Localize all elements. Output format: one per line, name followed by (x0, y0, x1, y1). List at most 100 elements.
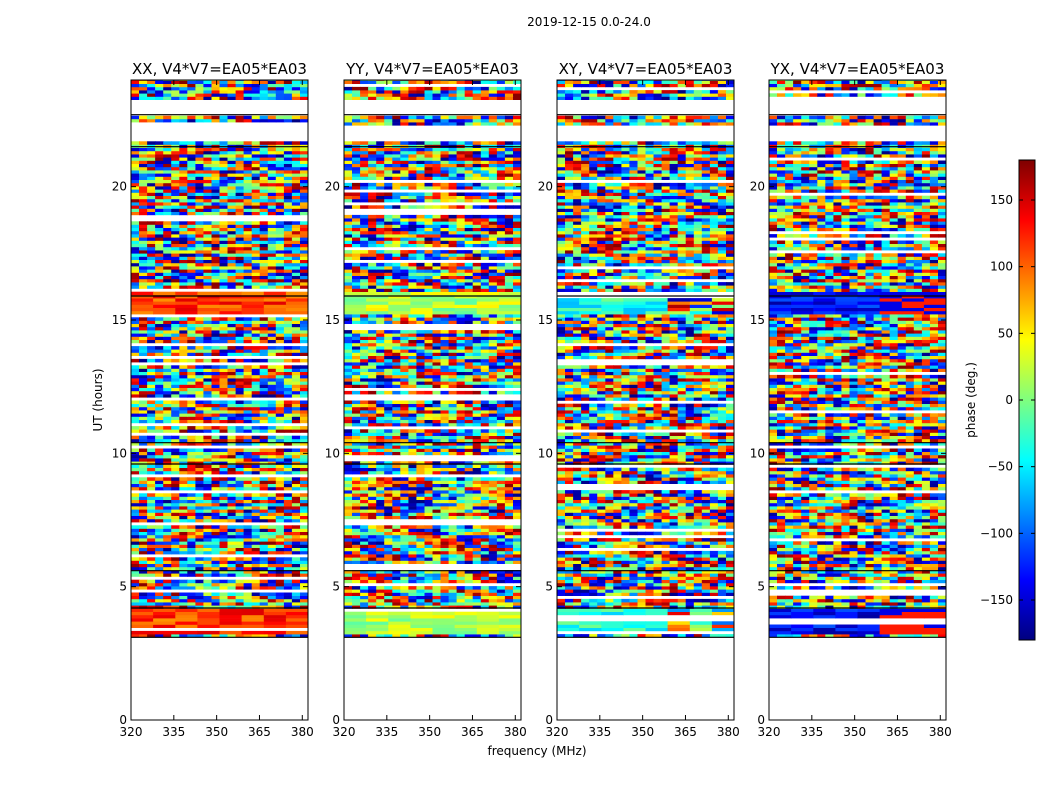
heatmap-cell (472, 560, 482, 564)
heatmap-cell (179, 464, 188, 468)
heatmap-cell (235, 330, 245, 334)
heatmap-cell (163, 269, 172, 273)
heatmap-cell (203, 189, 212, 193)
heatmap-cell (388, 291, 411, 296)
heatmap-cell (400, 509, 409, 513)
heatmap-cell (416, 368, 425, 372)
heatmap-cell (163, 323, 172, 328)
heatmap-cell (197, 618, 221, 622)
heatmap-cell (456, 570, 466, 574)
heatmap-cell (388, 307, 411, 312)
heatmap-cell (227, 598, 237, 603)
heatmap-cell (464, 634, 474, 638)
heatmap-cell (408, 419, 417, 424)
heatmap-cell (504, 435, 514, 440)
heatmap-cell (360, 419, 369, 424)
heatmap-cell (472, 486, 482, 491)
heatmap-cell (408, 560, 417, 564)
heatmap-cell (291, 531, 301, 536)
heatmap-cell (227, 560, 237, 564)
heatmap-cell (275, 429, 285, 433)
heatmap-cell (263, 301, 287, 305)
heatmap-cell (392, 390, 401, 395)
heatmap-cell (504, 442, 514, 446)
heatmap-cell (171, 227, 180, 232)
heatmap-cell (275, 512, 285, 516)
heatmap-cell (235, 429, 245, 433)
heatmap-cell (263, 304, 287, 308)
heatmap-cell (203, 390, 212, 395)
heatmap-cell (498, 614, 521, 619)
heatmap-cell (376, 346, 385, 350)
heatmap-cell (227, 515, 237, 520)
heatmap-cell (267, 198, 277, 203)
heatmap-cell (211, 579, 221, 584)
heatmap-cell (275, 80, 285, 84)
heatmap-cell (203, 413, 212, 417)
heatmap-cell (179, 80, 188, 84)
heatmap-cell (352, 544, 361, 548)
heatmap-cell (283, 464, 293, 468)
heatmap-cell (440, 486, 450, 491)
heatmap-cell (235, 285, 245, 289)
heatmap-cell (139, 390, 148, 395)
heatmap-cell (456, 429, 466, 433)
heatmap-cell (448, 634, 458, 638)
heatmap-cell (291, 118, 301, 123)
heatmap-cell (155, 330, 164, 334)
heatmap-cell (283, 246, 293, 251)
heatmap-cell (480, 403, 490, 408)
heatmap-cell (408, 598, 417, 603)
heatmap-cell (432, 557, 442, 561)
heatmap-cell (219, 166, 229, 171)
heatmap-cell (400, 499, 409, 504)
heatmap-cell (235, 195, 245, 200)
heatmap-cell (147, 224, 156, 228)
heatmap-cell (392, 429, 401, 433)
heatmap-cell (300, 186, 308, 190)
heatmap-cell (416, 288, 425, 292)
heatmap-cell (283, 118, 293, 123)
heatmap-cell (384, 278, 393, 283)
heatmap-cell (400, 598, 409, 603)
heatmap-cell (392, 410, 401, 414)
heatmap-cell (235, 557, 245, 561)
heatmap-cell (291, 451, 301, 456)
heatmap-cell (147, 595, 156, 600)
heatmap-cell (410, 291, 434, 296)
heatmap-cell (456, 586, 466, 590)
heatmap-cell (243, 253, 253, 257)
heatmap-cell (448, 432, 458, 436)
heatmap-cell (344, 435, 353, 440)
heatmap-cell (384, 515, 393, 520)
heatmap-cell (366, 614, 389, 619)
heatmap-cell (131, 253, 140, 257)
heatmap-cell (259, 512, 269, 516)
heatmap-cell (131, 480, 140, 484)
heatmap-cell (291, 221, 301, 225)
heatmap-cell (131, 234, 140, 238)
heatmap-cell (456, 531, 466, 536)
heatmap-cell (300, 378, 308, 382)
heatmap-cell (179, 317, 188, 321)
heatmap-cell (147, 579, 156, 584)
heatmap-cell (259, 118, 269, 123)
heatmap-cell (384, 336, 393, 340)
heatmap-cell (448, 288, 458, 292)
heatmap-cell (480, 358, 490, 363)
heatmap-cell (147, 442, 156, 446)
heatmap-cell (259, 378, 269, 382)
heatmap-cell (259, 163, 269, 168)
heatmap-cell (203, 419, 212, 424)
heatmap-cell (195, 528, 204, 532)
heatmap-cell (259, 410, 269, 414)
heatmap-cell (251, 400, 261, 404)
heatmap-cell (300, 410, 308, 414)
heatmap-cell (448, 512, 458, 516)
heatmap-cell (456, 550, 466, 555)
heatmap-cell (139, 141, 148, 145)
heatmap-cell (344, 432, 353, 436)
heatmap-cell (147, 550, 156, 555)
heatmap-cell (291, 598, 301, 603)
heatmap-cell (131, 544, 140, 548)
